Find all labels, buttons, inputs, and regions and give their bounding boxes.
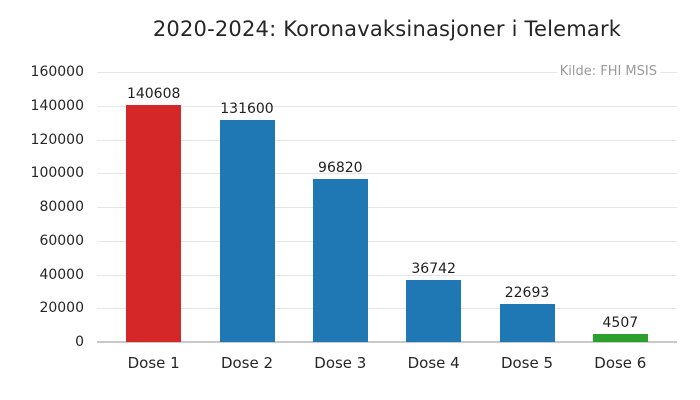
plot-area: 140608 131600 96820 36742 22693 4507 (97, 72, 677, 343)
bar-value-label: 96820 (318, 159, 363, 176)
bar-value-label: 131600 (220, 100, 274, 117)
gridline (97, 72, 677, 73)
source-label: Kilde: FHI MSIS (556, 64, 660, 79)
bar-dose-3 (312, 178, 368, 342)
bar-dose-4 (406, 280, 462, 342)
gridline (97, 274, 677, 276)
y-tick-label: 40000 (39, 266, 84, 283)
y-tick-label: 60000 (39, 232, 84, 249)
x-tick-label: Dose 3 (314, 354, 367, 372)
bar-dose-6 (592, 334, 648, 342)
gridline (97, 105, 677, 107)
x-tick-label: Dose 6 (594, 354, 647, 372)
x-tick-label: Dose 2 (220, 354, 274, 372)
y-tick-label: 0 (75, 334, 84, 350)
y-tick-label: 160000 (30, 64, 84, 80)
x-axis-baseline (97, 341, 677, 343)
chart-title: 2020-2024: Koronavaksinasjoner i Telemar… (152, 17, 622, 41)
bar-dose-1 (126, 104, 182, 342)
gridline (97, 240, 677, 242)
bar-value-label: 140608 (126, 85, 181, 102)
y-tick-label: 20000 (39, 300, 84, 317)
y-tick-label: 80000 (39, 199, 84, 215)
x-tick-label: Dose 5 (500, 354, 554, 372)
x-tick-label: Dose 4 (407, 354, 460, 372)
y-tick-label: 100000 (30, 165, 84, 182)
bar-value-label: 4507 (602, 315, 639, 332)
bar-value-label: 36742 (411, 260, 456, 277)
gridline (97, 207, 677, 208)
bar-value-label: 22693 (504, 284, 550, 301)
x-tick-label: Dose 1 (127, 354, 180, 372)
y-tick-label: 120000 (30, 131, 84, 148)
bar-dose-2 (219, 119, 275, 342)
y-tick-label: 140000 (30, 97, 84, 114)
gridline (97, 139, 677, 141)
gridline (97, 308, 677, 310)
gridline (97, 173, 677, 175)
bar-dose-5 (499, 303, 555, 342)
